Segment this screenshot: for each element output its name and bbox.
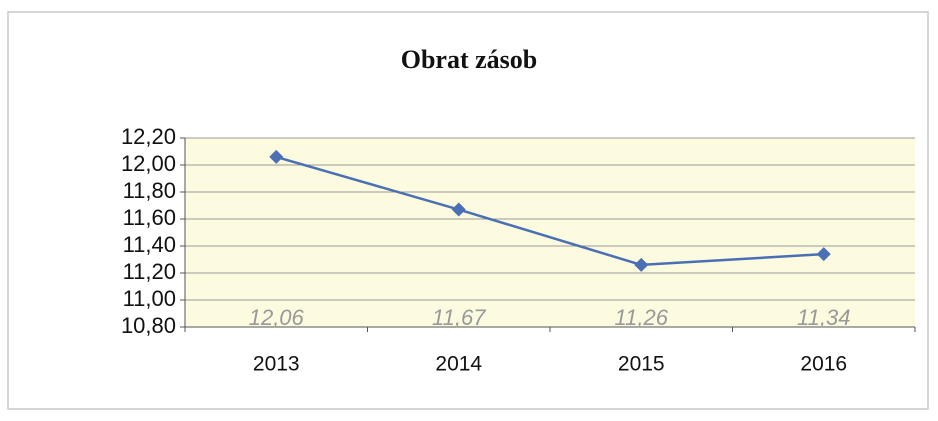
marker: [451, 202, 466, 217]
y-tick-label: 11,60: [123, 205, 176, 230]
x-tick-label: 2013: [253, 353, 300, 376]
marker: [816, 247, 831, 262]
data-label: 11,67: [432, 305, 486, 330]
marker: [634, 257, 649, 272]
data-label: 11,26: [615, 305, 669, 330]
x-tick-label: 2015: [618, 353, 665, 376]
data-label: 12,06: [249, 305, 305, 330]
y-tick-label: 12,20: [121, 124, 176, 149]
line: [275, 155, 824, 267]
y-tick-label: 11,00: [123, 286, 176, 311]
y-tick-label: 11,20: [123, 259, 176, 284]
x-tick-label: 2014: [435, 353, 482, 376]
data-label: 11,34: [797, 305, 850, 330]
marker: [269, 149, 284, 164]
y-tick-label: 10,80: [121, 313, 176, 338]
chart-title: Obrat zásob: [401, 45, 538, 74]
x-tick-label: 2016: [800, 353, 847, 376]
plot-area: [185, 138, 915, 327]
y-tick-label: 11,80: [123, 178, 176, 203]
y-tick-label: 11,40: [123, 232, 176, 257]
y-tick-label: 12,00: [121, 151, 176, 176]
